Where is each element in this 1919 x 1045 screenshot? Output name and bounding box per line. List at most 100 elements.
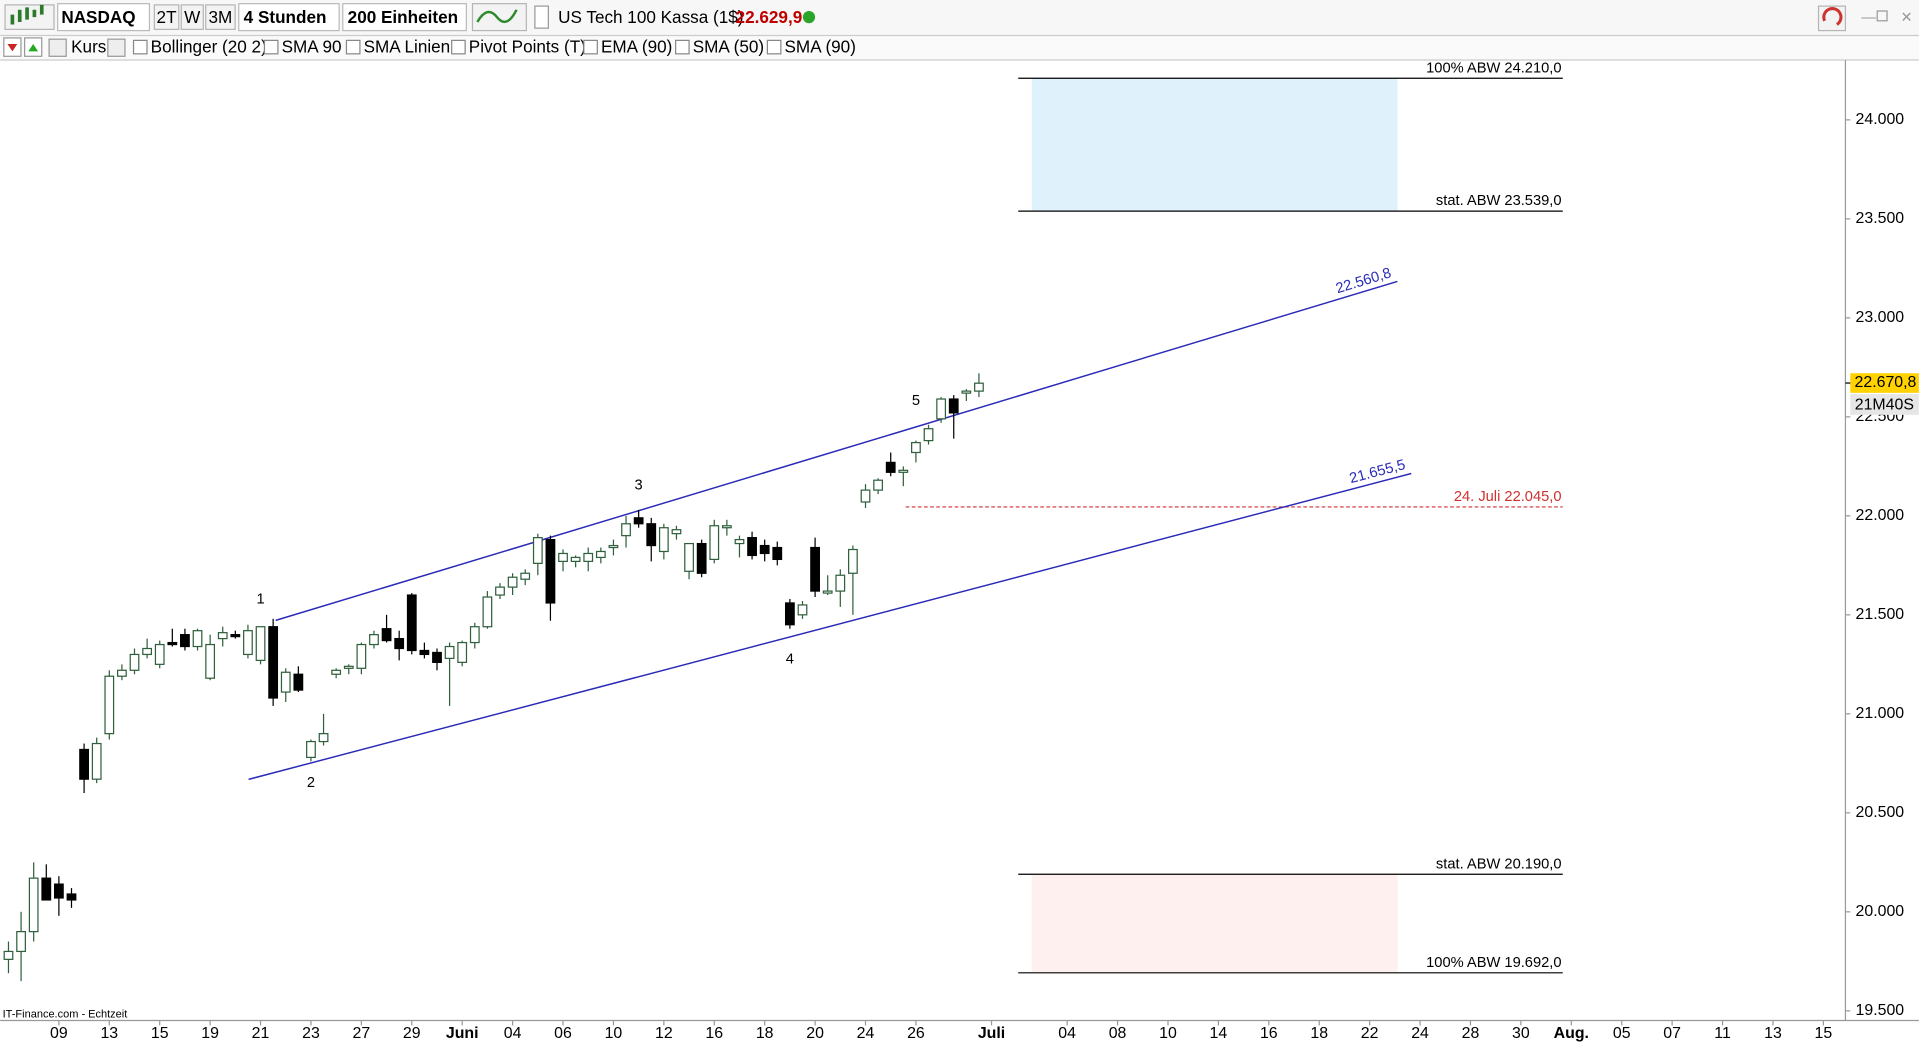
candle-body: [684, 542, 694, 572]
x-tick-label: 13: [1764, 1025, 1782, 1042]
status-dot: [802, 11, 816, 24]
x-tick-label: 28: [1462, 1025, 1480, 1042]
checkbox: [766, 39, 782, 55]
instrument-icon[interactable]: [534, 5, 549, 29]
candle-body: [595, 550, 606, 559]
candle-body: [507, 576, 518, 588]
countdown-box: [1850, 394, 1919, 415]
y-tick-label: 23.500: [1856, 210, 1905, 227]
x-tick-label: 24: [1411, 1025, 1429, 1042]
candle-body: [873, 479, 884, 491]
candle-body: [911, 441, 921, 454]
candle-body: [898, 469, 909, 473]
x-tick-label: 20: [806, 1025, 824, 1042]
y-tick-label: 23.000: [1856, 309, 1905, 326]
current-price-label: 22.670,8: [1855, 374, 1917, 391]
checkbox: [345, 39, 361, 55]
x-tick-label: 14: [1210, 1025, 1228, 1042]
x-tick-label: 23: [302, 1025, 320, 1042]
candle-body: [860, 489, 871, 503]
candle-body: [948, 398, 959, 414]
candle-body: [230, 634, 241, 638]
candle-body: [444, 645, 455, 660]
candle-body: [671, 529, 682, 535]
indicator-toggle[interactable]: Bollinger (20 2): [107, 36, 267, 57]
x-tick-label: 06: [554, 1025, 572, 1042]
candle-body: [41, 877, 52, 901]
candle-body: [79, 748, 89, 780]
candle-body: [280, 671, 291, 693]
candle-body: [66, 893, 77, 901]
wave-label: 1: [256, 591, 264, 607]
current-price-box: [1850, 373, 1919, 393]
candle-body: [532, 537, 543, 564]
candle-body: [558, 552, 568, 562]
candle-body: [154, 643, 165, 665]
trendline: [248, 472, 1412, 781]
candle-body: [747, 537, 757, 557]
countdown: 21M40S: [1855, 396, 1914, 413]
indicator-label: EMA (90): [601, 36, 672, 56]
zone: [1031, 78, 1398, 212]
candle-body: [205, 643, 216, 679]
candle-body: [848, 548, 858, 574]
wave-label: 5: [912, 393, 920, 409]
x-tick-label: Aug.: [1554, 1025, 1589, 1042]
checkbox: [675, 39, 690, 55]
indicator-label: SMA (50): [693, 36, 764, 56]
indicator-toggle[interactable]: SMA (90): [766, 36, 856, 56]
candle-body: [545, 538, 556, 604]
candle-body: [797, 604, 808, 616]
candle-body: [784, 602, 795, 626]
symbol-select[interactable]: NASDAQ: [57, 3, 151, 32]
svg-text:—: —: [1861, 10, 1876, 26]
candle-body: [621, 523, 631, 537]
x-tick-label: 11: [1714, 1025, 1731, 1042]
x-tick-label: 08: [1109, 1025, 1127, 1042]
candle-body: [885, 461, 896, 473]
indicator-label: SMA 90: [282, 36, 342, 56]
window-controls[interactable]: — ✕: [1817, 5, 1913, 32]
x-tick-label: 22: [1361, 1025, 1379, 1042]
candle-body: [356, 643, 367, 669]
style-icon[interactable]: [471, 3, 527, 32]
candle-body: [306, 740, 316, 759]
x-tick-label: Juni: [446, 1025, 479, 1042]
period-2t[interactable]: 2T: [153, 4, 180, 30]
candle-body: [343, 665, 354, 669]
x-tick-label: 16: [705, 1025, 723, 1042]
chart-type-icon[interactable]: [4, 4, 55, 30]
checkbox: [263, 39, 279, 55]
candle-body: [772, 546, 783, 561]
units-select[interactable]: 200 Einheiten: [342, 3, 467, 32]
trendline: [275, 280, 1398, 622]
source: IT-Finance.com - Echtzeit: [3, 1008, 128, 1020]
indicator-toggle[interactable]: Kurs: [48, 36, 106, 57]
indicator-toggle[interactable]: SMA (50): [675, 36, 765, 56]
candle-body: [495, 586, 505, 596]
interval-select[interactable]: 4 Stunden: [238, 3, 340, 32]
period: W: [184, 7, 201, 27]
candle-body: [142, 647, 153, 656]
y-tick-label: 21.000: [1856, 705, 1905, 722]
candle-body: [583, 552, 594, 562]
indicator-toggle[interactable]: EMA (90): [583, 36, 673, 56]
candle-body: [217, 632, 228, 640]
period-3m[interactable]: 3M: [205, 4, 236, 30]
candle-body: [696, 542, 707, 574]
candle-body: [91, 742, 102, 780]
candle-body: [243, 630, 253, 656]
candle-body: [419, 649, 430, 656]
candle-body: [923, 428, 934, 442]
indicator-toggle[interactable]: SMA 90: [263, 36, 342, 56]
wave-label: 2: [307, 775, 315, 791]
indicator-label: Bollinger (20 2): [151, 36, 267, 56]
candle-body: [180, 634, 190, 648]
candle-body: [974, 382, 984, 392]
indicator-toggle[interactable]: Pivot Points (T): [451, 36, 586, 56]
candle-body: [633, 517, 644, 525]
indicator-toggle[interactable]: SMA Linien: [345, 36, 450, 56]
period-w[interactable]: W: [180, 4, 204, 30]
x-tick-label: 16: [1260, 1025, 1278, 1042]
zone: [1031, 874, 1398, 973]
